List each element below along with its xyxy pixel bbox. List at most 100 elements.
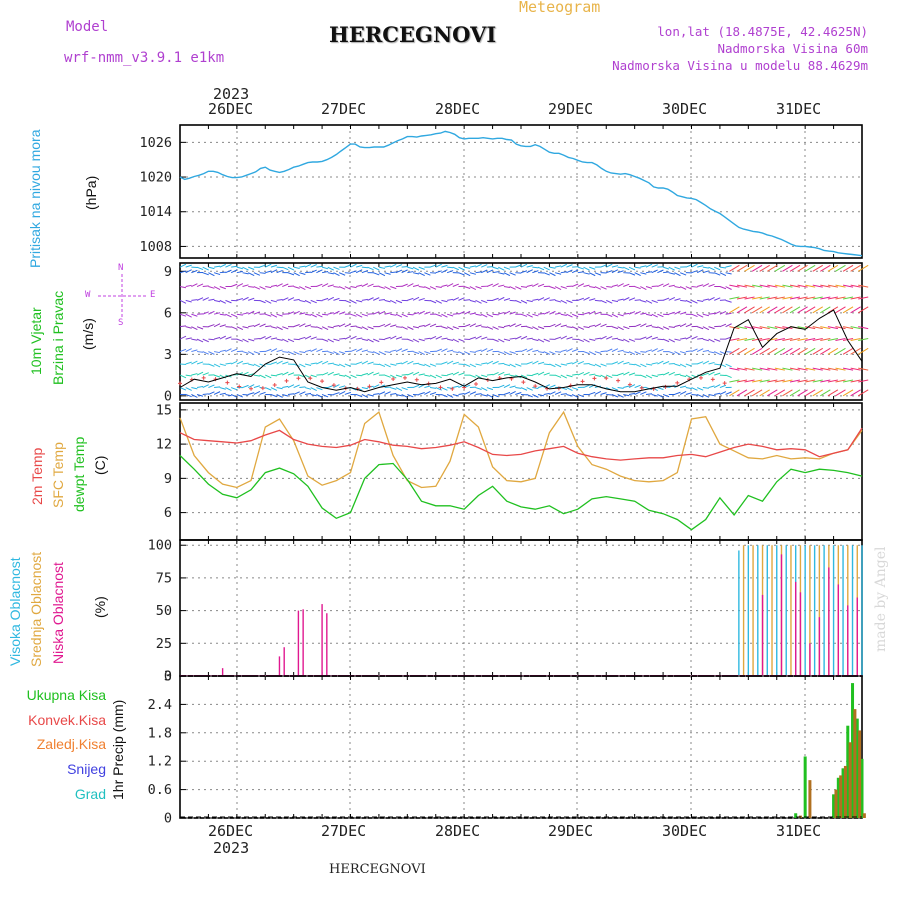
wind-barb (355, 269, 363, 274)
wind-barb (611, 299, 619, 303)
elevation-label: Nadmorska Visina 60m (717, 41, 868, 56)
wind-barb (554, 299, 562, 303)
wind-barb (657, 360, 664, 365)
wind-barb (191, 349, 198, 353)
wind-barb (537, 266, 545, 271)
wind-barb (418, 351, 425, 356)
wind-barb (600, 335, 607, 340)
wind-barb (702, 313, 709, 317)
wind-barb (691, 286, 698, 288)
wind-barb (310, 264, 317, 268)
wind-barb-storm (812, 284, 823, 288)
wind-barb (617, 387, 624, 389)
wind-barb (179, 263, 187, 268)
wind-barb-storm (759, 379, 770, 383)
y-tick-label-precip-4: 2.4 (148, 697, 172, 713)
wind-barb-storm (812, 338, 823, 341)
wind-barb (583, 284, 590, 288)
wind-barb-storm (850, 284, 861, 288)
wind-barb (293, 310, 300, 315)
wind-barb-storm (774, 296, 785, 300)
wind-barb (515, 392, 522, 395)
wind-barb (645, 263, 653, 268)
wind-barb (640, 286, 647, 290)
wind-barb (526, 387, 533, 391)
wind-barb (594, 272, 602, 276)
wind-barb (634, 384, 641, 389)
wind-barb (623, 338, 630, 343)
wind-barb (327, 362, 334, 365)
wind-barb (390, 392, 397, 395)
wind-barb-storm (827, 379, 838, 383)
wind-barb (628, 311, 636, 315)
wind-barb (668, 338, 675, 343)
wind-barb (446, 270, 454, 274)
wind-barb (645, 286, 653, 289)
wind-barb (219, 335, 227, 340)
wind-barb (674, 373, 681, 376)
wind-barb (407, 338, 414, 342)
wind-barb-storm (820, 306, 831, 314)
wind-barb (367, 266, 374, 271)
wind-barb-storm (759, 347, 770, 355)
wind-barb (685, 286, 693, 290)
wind-barb (520, 335, 528, 340)
wind-barb (378, 286, 386, 289)
wind-barb-storm (820, 296, 831, 300)
wind-barb-storm (835, 284, 846, 288)
wind-barb (634, 299, 641, 301)
wind-barb (674, 324, 681, 328)
wind-barb-storm (850, 306, 861, 314)
wind-barb (549, 323, 556, 328)
wind-barb-storm (842, 326, 854, 330)
wind-barb (492, 266, 499, 270)
wind-barb (390, 286, 397, 290)
wind-barb (299, 363, 306, 368)
wind-barb (634, 310, 641, 315)
wind-barb-storm (812, 296, 823, 300)
wind-barb (617, 338, 624, 342)
wind-barb (299, 265, 306, 268)
wind-barb (253, 337, 260, 340)
wind-barb (259, 323, 266, 328)
precip-bar-1-6 (853, 709, 857, 818)
wind-barb (418, 338, 425, 342)
wind-barb (606, 313, 613, 317)
wind-barb-storm (767, 306, 778, 314)
wind-barb (480, 348, 488, 353)
wind-barb (577, 371, 585, 376)
wind-barb (390, 374, 397, 379)
wind-barb (696, 313, 704, 318)
wind-barb (651, 336, 658, 340)
wind-barb (196, 393, 204, 397)
wind-barb (304, 387, 312, 390)
precip-bar-0-7 (855, 718, 859, 818)
wind-barb (719, 391, 727, 395)
wind-barb (316, 283, 323, 287)
wind-barb (242, 338, 249, 343)
wind-barb (702, 338, 710, 342)
wind-barb (611, 348, 619, 353)
wind-barb (657, 373, 664, 376)
wind-barb (577, 283, 585, 287)
wind-gust-marker (627, 382, 632, 387)
wind-barb (645, 313, 653, 317)
wind-barb (412, 362, 420, 365)
wind-barb (714, 384, 721, 388)
wind-barb (418, 324, 425, 328)
wind-barb (708, 338, 715, 343)
wind-barb (270, 299, 278, 303)
wind-barb (219, 313, 226, 316)
wind-barb (560, 335, 568, 340)
wind-barb-storm (782, 326, 793, 330)
wind-barb (583, 272, 590, 275)
wind-barb (498, 362, 505, 365)
wind-barb (401, 283, 408, 287)
wind-barb-storm (782, 338, 793, 341)
wind-barb (708, 283, 715, 287)
wind-barb (214, 351, 221, 354)
temp2m-line (179, 427, 863, 461)
wind-barb (270, 313, 278, 318)
wind-barb-storm (744, 264, 755, 272)
wind-barb-storm (842, 389, 854, 397)
